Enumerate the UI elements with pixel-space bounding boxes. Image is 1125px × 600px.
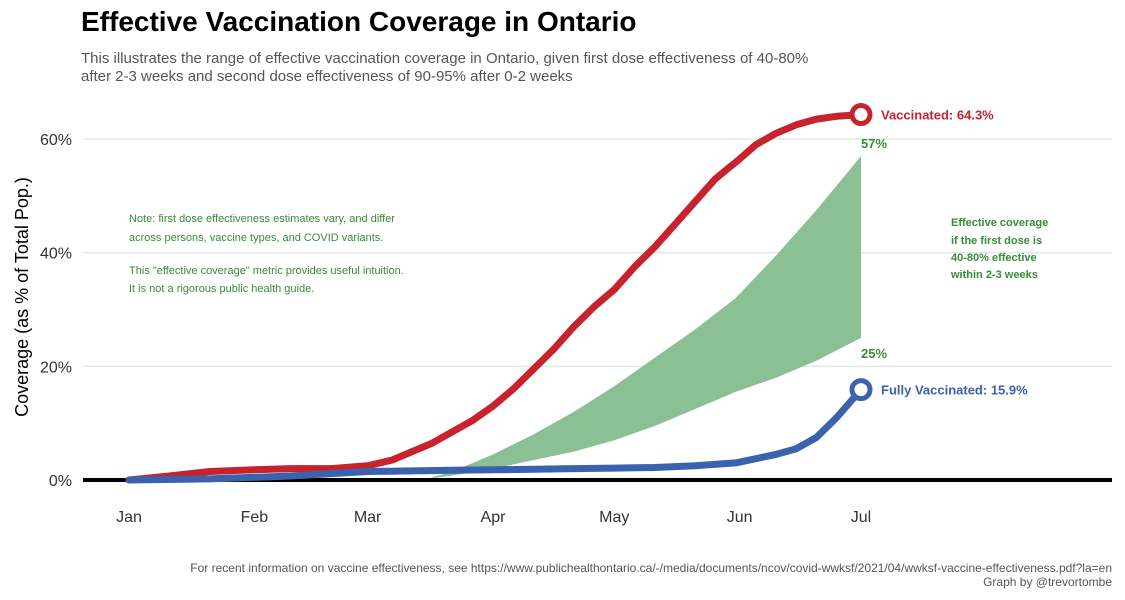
- x-tick-label: Mar: [354, 509, 382, 526]
- band-lower-label: 25%: [861, 346, 887, 361]
- note-line-3: This "effective coverage" metric provide…: [129, 265, 404, 277]
- note-line-2: across persons, vaccine types, and COVID…: [129, 232, 383, 244]
- note-text: Note: first dose effectiveness estimates…: [129, 213, 404, 295]
- x-tick-label: Jan: [116, 509, 142, 526]
- band-annotation-line-1: Effective coverage: [951, 217, 1048, 229]
- vaccinated-line: [125, 111, 865, 484]
- note-line-1: Note: first dose effectiveness estimates…: [129, 213, 395, 225]
- x-axis-ticks: Jan Feb Mar Apr May Jun Jul: [116, 509, 871, 526]
- note-line-4: It is not a rigorous public health guide…: [129, 283, 314, 295]
- y-axis-ticks: 0% 20% 40% 60%: [40, 132, 72, 490]
- y-axis-label: Coverage (as % of Total Pop.): [12, 177, 32, 417]
- y-tick-label: 40%: [40, 246, 72, 263]
- band-annotation-line-2: if the first dose is: [951, 235, 1042, 247]
- gridlines: [83, 138, 1112, 368]
- chart-title: Effective Vaccination Coverage in Ontari…: [81, 6, 637, 37]
- x-tick-label: Jul: [851, 509, 871, 526]
- band-annotation-line-4: within 2-3 weeks: [950, 269, 1038, 281]
- x-tick-label: Feb: [241, 509, 269, 526]
- x-tick-label: Jun: [727, 509, 753, 526]
- x-tick-label: May: [599, 509, 629, 526]
- band-upper-label: 57%: [861, 136, 887, 151]
- vaccinated-end-point: [849, 103, 873, 127]
- fully-vaccinated-end-label: Fully Vaccinated: 15.9%: [881, 383, 1028, 398]
- band-annotation: Effective coverage if the first dose is …: [950, 217, 1048, 281]
- caption-source: For recent information on vaccine effect…: [190, 561, 1112, 575]
- fully-vaccinated-line: [125, 386, 865, 484]
- effective-coverage-band: [432, 156, 861, 479]
- y-tick-label: 20%: [40, 359, 72, 376]
- chart-subtitle: This illustrates the range of effective …: [81, 50, 809, 85]
- band-annotation-line-3: 40-80% effective: [951, 252, 1037, 264]
- x-tick-label: Apr: [481, 509, 507, 526]
- caption: For recent information on vaccine effect…: [190, 561, 1112, 589]
- y-tick-label: 60%: [40, 132, 72, 149]
- caption-credit: Graph by @trevortombe: [983, 575, 1112, 589]
- vaccinated-end-label: Vaccinated: 64.3%: [881, 108, 994, 123]
- y-tick-label: 0%: [49, 473, 72, 490]
- fully-vaccinated-end-point: [849, 378, 873, 402]
